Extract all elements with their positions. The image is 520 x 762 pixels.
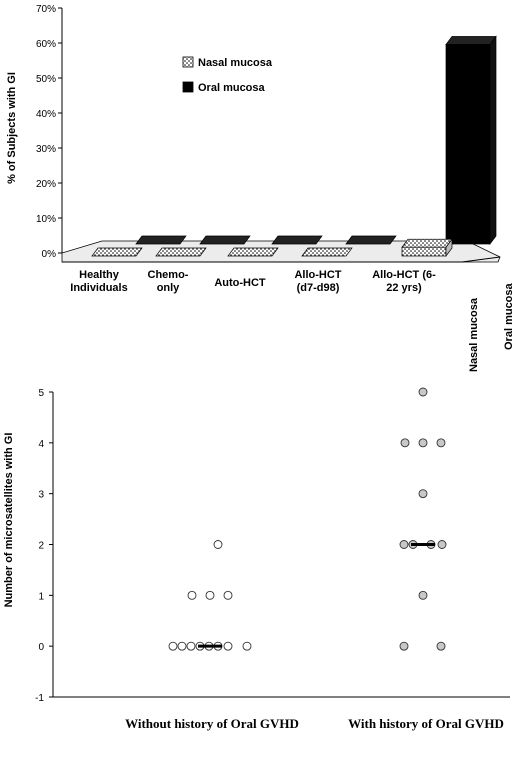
data-point (418, 489, 428, 499)
depth-label-nasal: Nasal mucosa (468, 297, 480, 372)
legend-swatch-nasal (182, 56, 194, 68)
y-tick-label: 0 (38, 642, 44, 653)
y-tick-label: 0% (42, 249, 57, 260)
data-point (223, 641, 233, 651)
depth-label-oral: Oral mucosa (503, 282, 515, 350)
bar-nasal-mucosa-0 (91, 247, 143, 257)
bar-oral-mucosa-0 (135, 235, 187, 245)
data-point (418, 438, 428, 448)
y-axis-title: Number of microsatellites with GI (3, 433, 15, 608)
data-point (242, 641, 252, 651)
y-tick-label: 5 (38, 388, 44, 399)
data-point (436, 641, 446, 651)
bar-oral-mucosa-4 (445, 35, 497, 246)
y-tick-label: 70% (36, 4, 56, 15)
y-tick-label: 3 (38, 490, 44, 501)
x-category-label: Allo-HCT (d7-d98) (294, 269, 341, 294)
bar-nasal-mucosa-1 (155, 247, 207, 257)
data-point (187, 590, 197, 600)
data-point (399, 641, 409, 651)
y-tick-label: 2 (38, 541, 44, 552)
y-tick-label: 40% (36, 109, 56, 120)
x-category-label: Healthy Individuals (70, 269, 127, 294)
y-tick-label: 30% (36, 144, 56, 155)
data-point (418, 387, 428, 397)
bar-nasal-mucosa-4 (401, 238, 453, 258)
y-axis-title: % of Subjects with GI (6, 72, 18, 184)
legend-label-oral: Oral mucosa (198, 82, 266, 94)
bar-nasal-mucosa-3 (301, 247, 353, 257)
legend-label-nasal: Nasal mucosa (198, 57, 273, 69)
data-point (400, 438, 410, 448)
data-point (177, 641, 187, 651)
data-point (399, 540, 409, 549)
y-tick-label: 60% (36, 39, 56, 50)
floor-right-edge (461, 256, 501, 263)
data-point (186, 641, 196, 651)
x-category-label: Chemo-only (148, 269, 189, 294)
data-point (418, 590, 428, 600)
data-point (436, 438, 446, 448)
data-point (213, 540, 223, 549)
x-category-label: Allo-HCT (6-22 yrs) (372, 269, 436, 294)
data-point (223, 590, 233, 600)
bar-nasal-mucosa-2 (227, 247, 279, 257)
x-category-label-0: Without history of Oral GVHD (125, 716, 299, 731)
bar-oral-mucosa-3 (345, 235, 397, 245)
y-tick-label: -1 (35, 693, 44, 704)
data-point (205, 590, 215, 600)
bar-oral-mucosa-2 (271, 235, 323, 245)
y-tick-label: 20% (36, 179, 56, 190)
bar-chart-3d: 0% 10% 20% 30% 40% 50% 60% 70% % of Subjects wi… (6, 4, 515, 372)
legend-swatch-oral (182, 81, 194, 93)
y-tick-label: 1 (38, 591, 44, 602)
y-tick-label: 4 (38, 439, 44, 450)
x-category-label: Auto-HCT (214, 277, 266, 289)
legend: Nasal mucosa Oral mucosa (182, 56, 273, 94)
y-tick-label: 50% (36, 74, 56, 85)
y-tick-label: 10% (36, 214, 56, 225)
dot-plot: -1 0 1 2 3 4 5 Number of microsatellites with … (3, 387, 510, 731)
x-category-label-1: With history of Oral GVHD (348, 716, 504, 731)
bar-oral-mucosa-1 (199, 235, 251, 245)
data-point (168, 641, 178, 651)
data-point (437, 540, 447, 549)
